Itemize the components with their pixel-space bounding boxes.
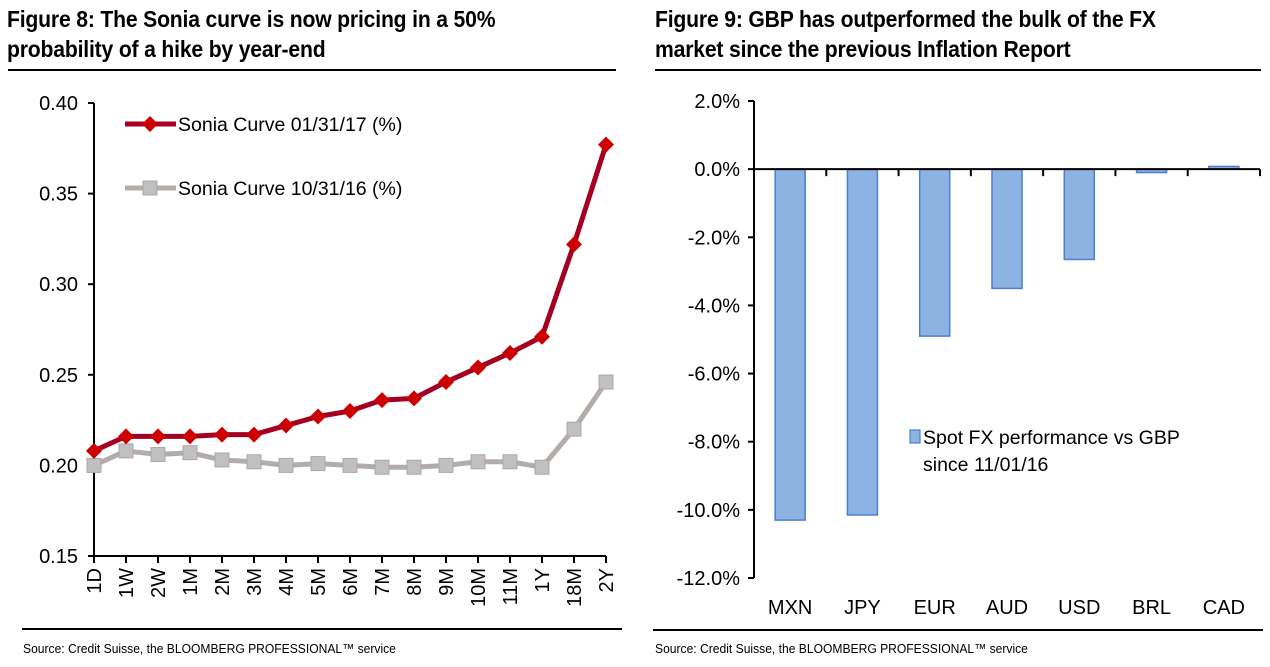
sonia-10-31-16-point bbox=[246, 454, 262, 470]
sonia-01-31-17-point bbox=[342, 403, 358, 420]
x-tick-label: 18M bbox=[564, 568, 586, 607]
figure8-title-line2: probability of a hike by year-end bbox=[7, 36, 326, 62]
x-tick-label: 5M bbox=[308, 568, 330, 596]
sonia-01-31-17-point bbox=[502, 345, 518, 362]
figure8-title-line1: Figure 8: The Sonia curve is now pricing… bbox=[7, 6, 496, 32]
figure8-footer-rule bbox=[22, 628, 622, 630]
y-tick-label: -2.0% bbox=[688, 227, 740, 249]
x-tick-label: 7M bbox=[372, 568, 394, 596]
x-tick-label: 9M bbox=[436, 568, 458, 596]
y-tick-label: -12.0% bbox=[677, 568, 741, 590]
x-tick-label: AUD bbox=[986, 597, 1028, 619]
legend: Sonia Curve 01/31/17 (%) Sonia Curve 10/3… bbox=[125, 114, 402, 200]
legend-label-line2: since 11/01/16 bbox=[923, 454, 1048, 476]
y-tick-label: 0.0% bbox=[694, 159, 740, 181]
sonia-01-31-17-point bbox=[310, 408, 326, 425]
legend-marker-square bbox=[142, 180, 158, 196]
sonia-10-31-16-point bbox=[502, 454, 518, 470]
bar-jpy bbox=[846, 168, 879, 516]
sonia-01-31-17-point bbox=[534, 328, 550, 345]
sonia-10-31-16-point bbox=[438, 457, 454, 473]
x-tick-label: JPY bbox=[844, 597, 881, 619]
y-tick-label: 0.35 bbox=[39, 184, 78, 206]
figure9-title: Figure 9: GBP has outperformed the bulk … bbox=[655, 4, 1156, 64]
sonia-01-31-17-point bbox=[278, 417, 294, 434]
figure9-footer-rule bbox=[653, 629, 1263, 631]
figure8-title-rule bbox=[8, 69, 616, 71]
bar-eur bbox=[918, 168, 951, 337]
x-tick-label: 8M bbox=[404, 568, 426, 596]
sonia-10-31-16-point bbox=[150, 447, 166, 463]
y-tick-label: -8.0% bbox=[688, 432, 740, 454]
sonia-10-31-16-point bbox=[406, 459, 422, 475]
y-tick-label: -4.0% bbox=[688, 295, 740, 317]
sonia-01-31-17-point bbox=[598, 136, 614, 153]
legend: Spot FX performance vs GBP since 11/01/16 bbox=[909, 427, 1180, 476]
sonia-10-31-16-point bbox=[534, 459, 550, 475]
sonia-01-31-17-point bbox=[214, 426, 230, 443]
y-tick-label: 0.15 bbox=[39, 546, 78, 568]
sonia-01-31-17-point bbox=[470, 359, 486, 376]
sonia-10-31-16-point bbox=[470, 454, 486, 470]
x-tick-label: 2M bbox=[212, 568, 234, 596]
sonia-curve-chart: 0.40 0.35 0.30 0.25 0.20 0.15 1D 1W 2W 1M 2M 3M 4M 5M… bbox=[39, 93, 618, 607]
sonia-10-31-16-point bbox=[214, 452, 230, 468]
bar-aud bbox=[991, 168, 1023, 290]
y-tick-label: 0.40 bbox=[39, 93, 78, 115]
legend-label: Sonia Curve 01/31/17 (%) bbox=[178, 114, 402, 136]
figure9-title-line1: Figure 9: GBP has outperformed the bulk … bbox=[655, 6, 1156, 32]
x-tick-label: 4M bbox=[276, 568, 298, 596]
x-tick-label: 11M bbox=[500, 568, 522, 605]
figure8-title: Figure 8: The Sonia curve is now pricing… bbox=[7, 4, 496, 64]
y-tick-label: -6.0% bbox=[688, 364, 740, 386]
sonia-01-31-17-point bbox=[182, 428, 198, 445]
x-tick-label: MXN bbox=[768, 597, 812, 619]
legend-label: Sonia Curve 10/31/16 (%) bbox=[178, 178, 402, 200]
x-tick-label: 2W bbox=[148, 568, 170, 598]
x-tick-label: USD bbox=[1058, 597, 1100, 619]
x-tick-label: 6M bbox=[340, 568, 362, 596]
sonia-10-31-16-point bbox=[310, 456, 326, 472]
sonia-01-31-17-point bbox=[406, 390, 422, 407]
x-tick-label: 1W bbox=[116, 568, 138, 598]
sonia-10-31-16-point bbox=[566, 421, 582, 437]
x-tick-label: BRL bbox=[1132, 597, 1171, 619]
figure8-source: Source: Credit Suisse, the BLOOMBERG PRO… bbox=[23, 641, 396, 656]
sonia-10-31-16-point bbox=[598, 374, 614, 390]
sonia-01-31-17-point bbox=[150, 428, 166, 445]
x-tick-label: 2Y bbox=[596, 568, 618, 592]
x-tick-label: CAD bbox=[1203, 597, 1245, 619]
bar-usd bbox=[1063, 168, 1096, 261]
legend-swatch bbox=[909, 429, 921, 444]
figure9-title-rule bbox=[655, 69, 1261, 71]
figure9-source: Source: Credit Suisse, the BLOOMBERG PRO… bbox=[655, 641, 1028, 656]
x-tick-label: EUR bbox=[914, 597, 956, 619]
y-tick-label: 0.25 bbox=[39, 365, 78, 387]
sonia-01-31-17-point bbox=[118, 428, 134, 445]
sonia-10-31-16-point bbox=[182, 445, 198, 461]
sonia-01-31-17-point bbox=[566, 236, 582, 253]
y-tick-label: 0.20 bbox=[39, 455, 78, 477]
x-tick-label: 1M bbox=[180, 568, 202, 596]
bar-mxn bbox=[774, 168, 806, 521]
legend-label-line1: Spot FX performance vs GBP bbox=[923, 427, 1180, 449]
x-tick-label: 1Y bbox=[532, 568, 554, 592]
x-tick-label: 3M bbox=[244, 568, 266, 596]
sonia-10-31-16-point bbox=[342, 457, 358, 473]
y-tick-label: -10.0% bbox=[677, 500, 741, 522]
sonia-01-31-17-point bbox=[86, 442, 102, 459]
y-tick-label: 0.30 bbox=[39, 274, 78, 296]
x-tick-label: 1D bbox=[84, 568, 106, 594]
legend-marker-diamond bbox=[142, 116, 158, 132]
sonia-10-31-16-point bbox=[374, 459, 390, 475]
sonia-01-31-17-point bbox=[438, 374, 454, 391]
x-tick-label: 10M bbox=[468, 568, 490, 607]
y-tick-label: 2.0% bbox=[694, 91, 740, 113]
sonia-10-31-16-point bbox=[278, 457, 294, 473]
sonia-01-31-17-point bbox=[246, 426, 262, 443]
figure9-title-line2: market since the previous Inflation Repo… bbox=[655, 36, 1071, 62]
sonia-01-31-17-point bbox=[374, 392, 390, 409]
